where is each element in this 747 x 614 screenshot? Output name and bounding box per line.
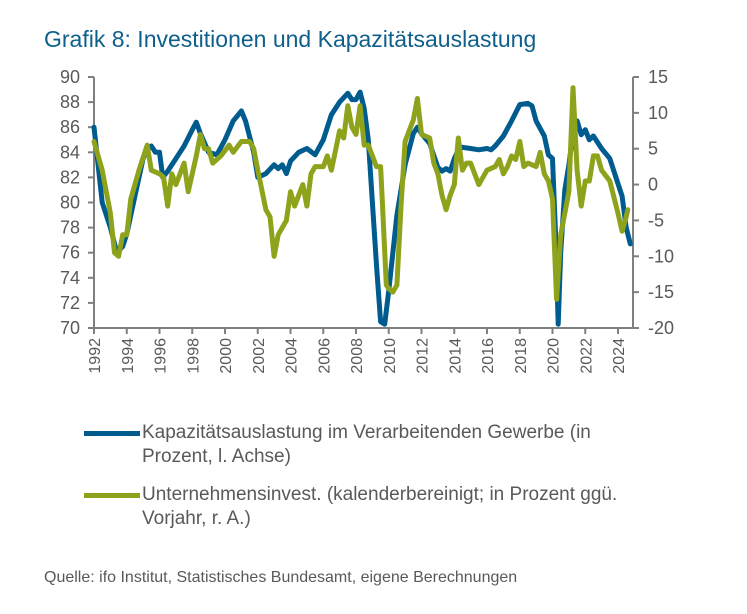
x-tick-label: 1998 [185,338,202,374]
series-line-investment [91,85,631,302]
right-tick-label: 5 [648,139,658,159]
left-tick-label: 72 [60,293,80,313]
legend-swatch-capacity [84,431,140,436]
series-line-capacity [91,89,633,327]
right-tick-label: -5 [648,210,664,230]
x-tick-label: 2018 [513,338,530,374]
x-tick-label: 2000 [218,338,235,374]
left-tick-label: 90 [60,67,80,87]
x-tick-label: 1994 [120,338,137,374]
left-tick-label: 88 [60,92,80,112]
x-tick-label: 2016 [480,338,497,374]
x-tick-label: 2004 [284,338,301,374]
source-note: Quelle: ifo Institut, Statistisches Bund… [44,569,518,586]
x-tick-label: 2012 [415,338,432,374]
x-tick-label: 2006 [316,338,333,374]
x-tick-label: 1996 [153,338,170,374]
left-tick-label: 74 [60,268,80,288]
x-tick-label: 2022 [578,338,595,374]
legend-swatch-investment [84,493,140,498]
left-tick-label: 76 [60,243,80,263]
left-tick-label: 78 [60,218,80,238]
left-tick-label: 84 [60,142,80,162]
left-tick-label: 82 [60,167,80,187]
right-tick-label: -10 [648,246,674,266]
x-tick-label: 2020 [546,338,563,374]
x-tick-label: 2024 [611,338,628,374]
x-tick-label: 2002 [251,338,268,374]
right-tick-label: -15 [648,282,674,302]
right-tick-label: 0 [648,175,658,195]
x-tick-label: 2008 [349,338,366,374]
chart-title: Grafik 8: Investitionen und Kapazitätsau… [44,26,537,52]
x-tick-label: 1992 [87,338,104,374]
right-tick-label: -20 [648,318,674,338]
right-tick-label: 10 [648,103,668,123]
chart: 90 88 86 84 82 80 78 76 74 72 70 15 10 5 0 -5 -10 -15 -20 1… [60,67,674,374]
legend-label-capacity: Kapazitätsauslastung im Verarbeitenden G… [142,422,591,467]
right-tick-label: 15 [648,67,668,87]
x-tick-label: 2010 [382,338,399,374]
legend-label-investment: Unternehmensinvest. (kalenderbereinigt; … [142,484,618,529]
x-tick-label: 2014 [447,338,464,374]
left-tick-label: 86 [60,117,80,137]
left-tick-label: 80 [60,193,80,213]
left-tick-label: 70 [60,318,80,338]
